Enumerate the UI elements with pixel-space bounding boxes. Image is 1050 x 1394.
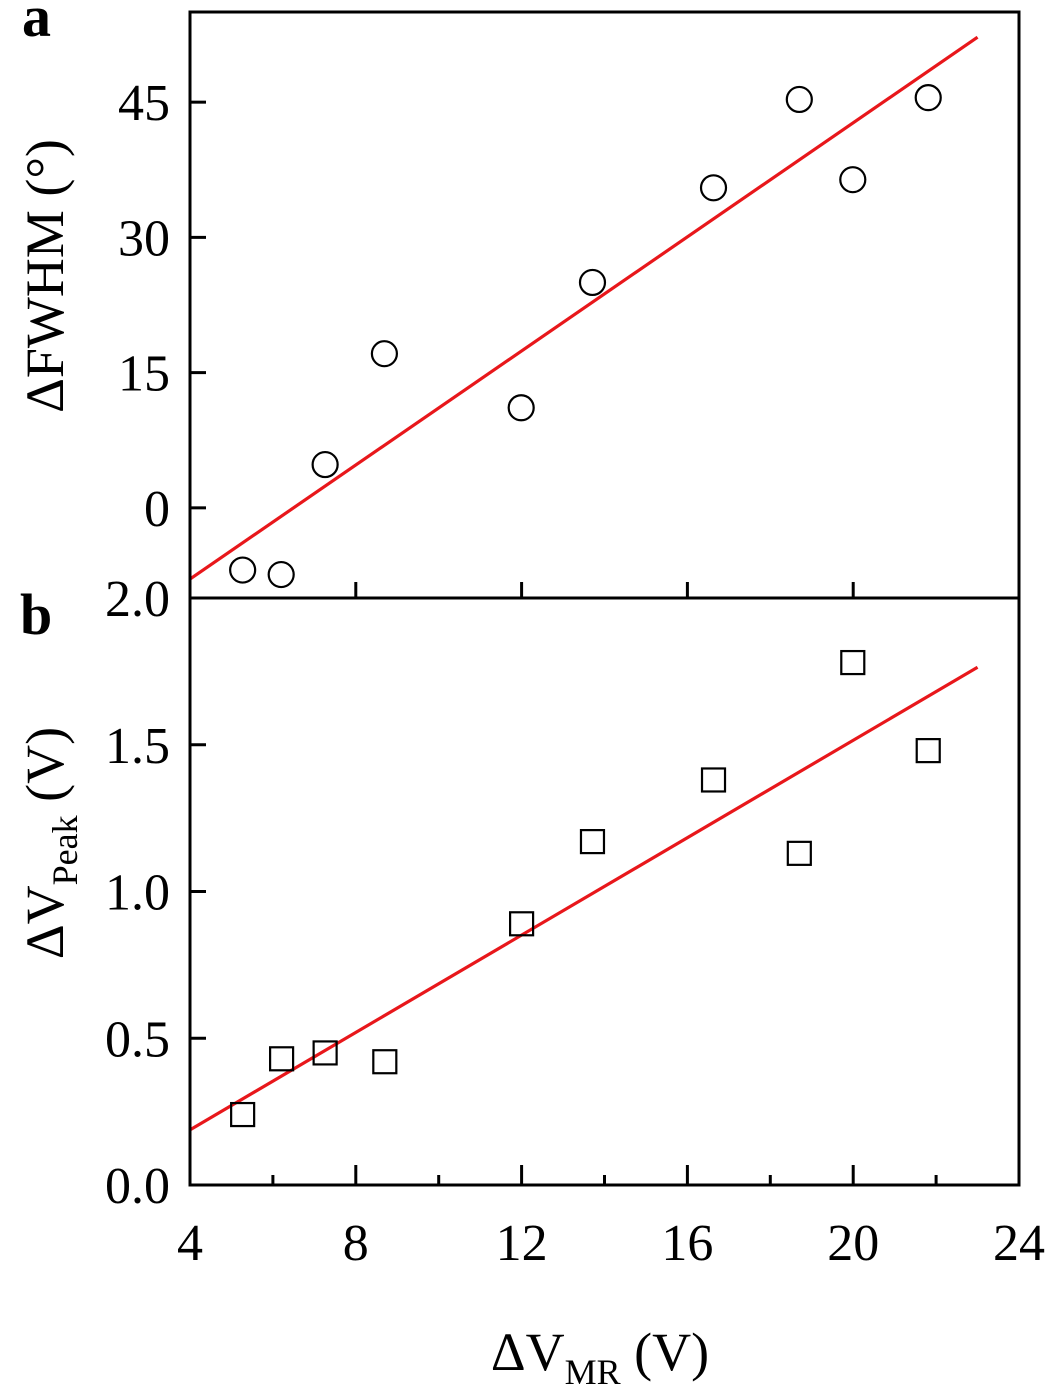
panel-b-y-ticks: 0.0 0.5 1.0 1.5 2.0 bbox=[105, 571, 206, 1215]
square-marker bbox=[579, 829, 606, 855]
circle-marker bbox=[507, 394, 535, 422]
circle-marker bbox=[914, 84, 942, 112]
circle-marker bbox=[839, 166, 867, 194]
panel-a-y-axis-title: ΔFWHM (°) bbox=[15, 139, 75, 413]
panel-b-x-ticks: 4 8 12 16 20 24 bbox=[177, 1165, 1045, 1272]
y-tick-label: 30 bbox=[118, 210, 170, 267]
y-tick-label: 15 bbox=[118, 346, 170, 403]
square-marker bbox=[312, 1040, 338, 1066]
panel-b-y-axis-title: ΔVPeak (V) bbox=[15, 727, 85, 959]
square-marker bbox=[509, 911, 535, 937]
y-tick-label: 0.0 bbox=[105, 1158, 170, 1215]
circle-marker bbox=[370, 340, 399, 368]
fit-line bbox=[189, 35, 979, 581]
square-marker bbox=[372, 1049, 398, 1075]
x-tick-label: 16 bbox=[661, 1215, 713, 1272]
y-tick-label: 1.0 bbox=[105, 865, 170, 922]
circle-marker bbox=[785, 85, 813, 114]
panel-a-frame bbox=[188, 10, 1021, 600]
x-axis-title: ΔVMR (V) bbox=[491, 1322, 709, 1392]
panel-a-data-markers bbox=[229, 84, 942, 589]
x-tick-label: 8 bbox=[343, 1215, 369, 1272]
square-marker bbox=[786, 840, 812, 866]
panel-b-frame bbox=[188, 596, 1021, 1187]
circle-marker bbox=[267, 560, 295, 589]
square-marker bbox=[269, 1046, 295, 1072]
fit-line bbox=[189, 665, 979, 1132]
x-tick-label: 20 bbox=[827, 1215, 879, 1272]
y-tick-label: 1.5 bbox=[105, 718, 170, 775]
square-marker bbox=[840, 649, 866, 676]
square-marker bbox=[230, 1101, 256, 1128]
panel-a-y-ticks: 0 15 30 45 bbox=[118, 75, 206, 538]
panel-a-x-ticks bbox=[354, 582, 855, 598]
panel-b-data-markers bbox=[230, 649, 941, 1128]
y-tick-label: 0.5 bbox=[105, 1011, 170, 1068]
y-tick-label: 0 bbox=[144, 481, 170, 538]
x-tick-label: 4 bbox=[177, 1215, 203, 1272]
panel-a-fit-line bbox=[189, 35, 979, 581]
square-marker bbox=[915, 738, 941, 764]
panel-b: 0.0 0.5 1.0 1.5 2.0 4 8 12 16 20 24 bbox=[105, 571, 1045, 1272]
x-tick-label: 12 bbox=[496, 1215, 548, 1272]
square-marker bbox=[700, 767, 727, 793]
circle-marker bbox=[578, 268, 607, 297]
x-tick-label: 24 bbox=[993, 1215, 1045, 1272]
circle-marker bbox=[311, 450, 339, 479]
panel-b-fit-line bbox=[189, 665, 979, 1132]
panel-a-letter: a bbox=[22, 0, 51, 49]
panel-a: 0 15 30 45 bbox=[118, 35, 979, 598]
circle-marker bbox=[229, 556, 257, 584]
y-tick-label: 45 bbox=[118, 75, 170, 132]
circle-marker bbox=[699, 174, 728, 202]
y-tick-label: 2.0 bbox=[105, 571, 170, 628]
panel-b-letter: b bbox=[20, 582, 52, 647]
